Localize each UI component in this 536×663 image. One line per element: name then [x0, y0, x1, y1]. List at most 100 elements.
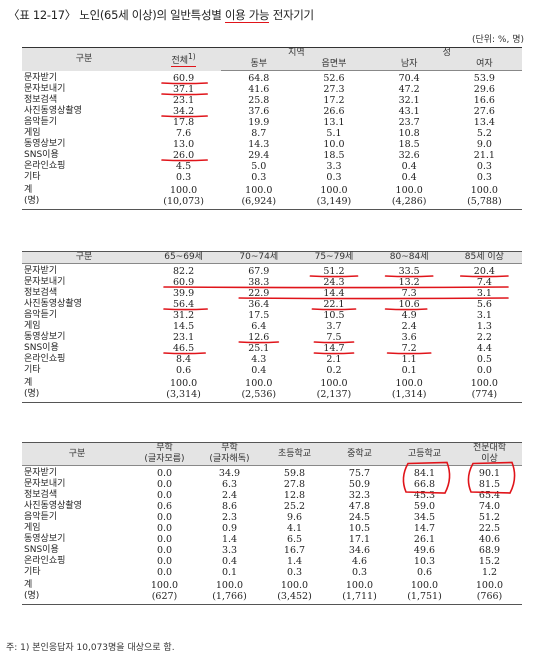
table-row: 온라인쇼핑 4.5 5.0 3.3 0.4 0.3 — [22, 161, 522, 172]
table-cell: 40.6 — [478, 534, 501, 545]
table-row: 계 100.0 100.0 100.0 100.0 100.0 — [22, 183, 522, 196]
table-cell: 52.6 — [323, 73, 345, 84]
table-cell: (2,137) — [296, 389, 372, 403]
table-cell: 4.3 — [251, 354, 267, 365]
table-cell: 0.6 — [416, 567, 433, 578]
table-cell: 26.0 — [173, 150, 195, 161]
table-row: SNS이용 26.0 29.4 18.5 32.6 21.1 — [22, 150, 522, 161]
header-col: 75~79세 — [296, 251, 372, 264]
table-cell: 59.8 — [283, 468, 306, 479]
table-cell: (766) — [457, 591, 522, 605]
row-label: 계 — [24, 185, 33, 195]
table-row: (명) (627) (1,766) (3,452) (1,711) (1,751) (766… — [22, 591, 522, 605]
header-corner: 구분 — [22, 47, 146, 71]
table-cell: 20.4 — [473, 266, 495, 277]
row-label: 정보검색 — [24, 490, 58, 500]
table-cell: 2.4 — [401, 321, 417, 332]
row-label: 게임 — [24, 128, 41, 138]
table-row: 사진동영상촬영 56.4 36.4 22.1 10.6 5.6 — [22, 299, 522, 310]
table-cell: 68.9 — [478, 545, 501, 556]
table-cell: 0.5 — [476, 354, 492, 365]
table-cell: 2.3 — [221, 512, 238, 523]
row-label: 사진동영상촬영 — [24, 106, 82, 116]
table-row: 동영상보기 13.0 14.3 10.0 18.5 9.0 — [22, 139, 522, 150]
table-cell: 18.5 — [323, 150, 345, 161]
table-row: 기타 0.3 0.3 0.3 0.4 0.3 — [22, 172, 522, 183]
table-cell: 0.0 — [156, 545, 173, 556]
header-total-label: 전체1) — [171, 52, 196, 68]
table-cell: 10.5 — [323, 310, 345, 321]
row-label: 음악듣기 — [24, 117, 58, 127]
table-cell: 17.2 — [323, 95, 345, 106]
row-label: 문자받기 — [24, 266, 58, 276]
table-cell: 13.2 — [398, 277, 420, 288]
table-row: (명) (10,073) (6,924) (3,149) (4,286) (5,788) — [22, 196, 522, 210]
header-col: 남자 — [371, 59, 447, 71]
table-cell: (774) — [446, 389, 522, 403]
table-cell: 13.1 — [323, 117, 345, 128]
table-cell: 10.5 — [348, 523, 371, 534]
row-label: 온라인쇼핑 — [24, 161, 66, 171]
table-row: 문자보내기 37.1 41.6 27.3 47.2 29.6 — [22, 84, 522, 95]
table-cell: 100.0 — [169, 185, 198, 196]
table-cell: (3,149) — [296, 196, 372, 210]
table-cell: 2.2 — [476, 332, 492, 343]
table-row: SNS이용 0.0 3.3 16.7 34.6 49.6 68.9 — [22, 545, 522, 556]
header-col: 여자 — [446, 59, 522, 71]
row-label: 기타 — [24, 365, 41, 375]
table-cell: 32.3 — [348, 490, 371, 501]
table-cell: 21.1 — [473, 150, 495, 161]
table-cell: 4.6 — [351, 556, 368, 567]
table-cell: (6,924) — [221, 196, 297, 210]
table-cell: 5.2 — [476, 128, 492, 139]
table-row: 동영상보기 0.0 1.4 6.5 17.1 26.1 40.6 — [22, 534, 522, 545]
table-cell: 50.9 — [348, 479, 371, 490]
table-cell: 1.3 — [476, 321, 492, 332]
title-highlight: 이용 가능 — [224, 8, 270, 23]
table-cell: (2,536) — [221, 389, 297, 403]
table-cell: 2.4 — [221, 490, 238, 501]
table-cell: 5.1 — [326, 128, 342, 139]
table-cell: 38.3 — [248, 277, 270, 288]
table-cell: (627) — [132, 591, 197, 605]
table-cell: 23.1 — [173, 332, 195, 343]
table-cell: 22.5 — [478, 523, 501, 534]
table-cell: 0.2 — [326, 365, 342, 376]
table-cell: 1.2 — [481, 567, 498, 578]
table-cell: 0.1 — [401, 365, 417, 376]
header-col: 동부 — [221, 59, 297, 71]
table-row: 계 100.0 100.0 100.0 100.0 100.0 100.0 — [22, 578, 522, 591]
table-cell: 12.8 — [283, 490, 306, 501]
header-col: 무학 (글자모름) — [132, 442, 197, 466]
table-cell: 23.7 — [398, 117, 420, 128]
table-row: 게임 7.6 8.7 5.1 10.8 5.2 — [22, 128, 522, 139]
table-row: 음악듣기 0.0 2.3 9.6 24.5 34.5 51.2 — [22, 512, 522, 523]
table-title-prefix: 〈표 12-17〉 노인(65세 이상)의 일반특성별 — [8, 8, 225, 22]
table-body: 문자받기 82.2 67.9 51.2 33.5 20.4 문자보내기 60.9 38.3 24.… — [22, 264, 522, 403]
table-cell: 29.6 — [473, 84, 495, 95]
table-cell: 4.5 — [176, 161, 192, 172]
table-row: SNS이용 46.5 25.1 14.7 7.2 4.4 — [22, 343, 522, 354]
header-corner: 구분 — [22, 251, 146, 264]
table-cell: 17.1 — [348, 534, 371, 545]
table-cell: 32.1 — [398, 95, 420, 106]
header-col: 읍면부 — [296, 59, 372, 71]
table-cell: 53.9 — [473, 73, 495, 84]
row-label: 기타 — [24, 567, 41, 577]
table-cell: 100.0 — [215, 580, 244, 591]
table-cell: 26.1 — [413, 534, 436, 545]
header-col: 중학교 — [327, 442, 392, 466]
table-cell: (10,073) — [146, 196, 222, 210]
table-cell: 22.9 — [248, 288, 270, 299]
table-row: 문자보내기 60.9 38.3 24.3 13.2 7.4 — [22, 277, 522, 288]
table-cell: 16.7 — [283, 545, 306, 556]
table-cell: 0.0 — [156, 468, 173, 479]
table-cell: 8.7 — [251, 128, 267, 139]
table-cell: 0.4 — [401, 161, 417, 172]
table-cell: 49.6 — [413, 545, 436, 556]
table-cell: 25.2 — [283, 501, 306, 512]
row-label: 사진동영상촬영 — [24, 299, 82, 309]
table-cell: 29.4 — [248, 150, 270, 161]
table-cell: 17.5 — [248, 310, 270, 321]
table-cell: 100.0 — [475, 580, 504, 591]
